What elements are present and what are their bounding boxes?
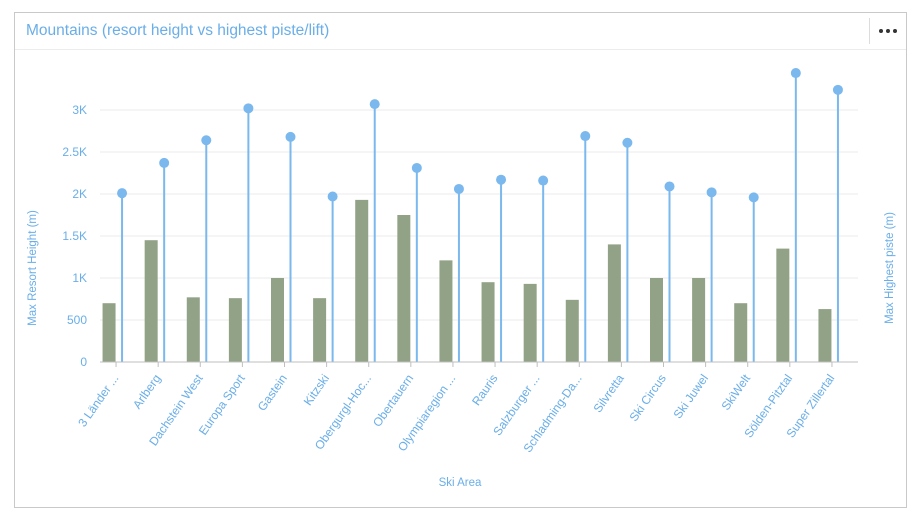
bar[interactable] (565, 299, 579, 362)
y-tick-label: 3K (72, 103, 87, 117)
bar[interactable] (776, 248, 790, 362)
bar[interactable] (650, 278, 663, 362)
x-tick-label: Arlberg (130, 372, 164, 412)
lollipop-point[interactable] (832, 84, 843, 95)
lollipop-series (117, 68, 843, 362)
lollipop-point[interactable] (369, 99, 380, 110)
y-tick-label: 500 (67, 313, 87, 327)
lollipop-point[interactable] (538, 175, 549, 186)
y-tick-label: 2K (72, 187, 87, 201)
x-tick-label: Gastein (255, 372, 290, 414)
lollipop-point[interactable] (243, 103, 254, 114)
x-tick-label: Rauris (469, 372, 500, 408)
chart-card: Mountains (resort height vs highest pist… (14, 12, 907, 508)
x-tick-label: Silvretta (591, 371, 628, 415)
lollipop-point[interactable] (748, 192, 759, 203)
y-tick-label: 1K (72, 271, 87, 285)
lollipop-point[interactable] (159, 157, 170, 168)
bar[interactable] (271, 278, 284, 362)
lollipop-point[interactable] (664, 181, 675, 192)
lollipop-point[interactable] (453, 183, 464, 194)
y-tick-label: 0 (80, 355, 87, 369)
x-tick-label: 3 Länder ... (75, 372, 121, 430)
x-tick-label: Ski Circus (627, 372, 669, 424)
card-header: Mountains (resort height vs highest pist… (15, 13, 906, 50)
lollipop-point[interactable] (496, 174, 507, 185)
bar[interactable] (355, 199, 369, 362)
bar[interactable] (818, 309, 832, 362)
x-tick-label: Ski Juwel (671, 372, 712, 422)
x-axis-ticks (115, 362, 833, 367)
header-divider (869, 18, 870, 44)
bar[interactable] (228, 298, 242, 362)
bar[interactable] (397, 215, 411, 362)
bar[interactable] (481, 282, 495, 362)
lollipop-point[interactable] (411, 162, 422, 173)
bar[interactable] (523, 283, 537, 362)
y-axis-ticks: 0 500 1K 1.5K 2K 2.5K 3K (62, 103, 87, 369)
y2-axis-label: Max Highest piste (m) (884, 212, 896, 324)
bar[interactable] (692, 278, 706, 362)
x-tick-label: SkiWelt (719, 371, 754, 413)
x-tick-label: Kitzski (301, 372, 332, 408)
lollipop-point[interactable] (285, 131, 296, 142)
x-axis-label: Ski Area (439, 477, 482, 489)
lollipop-point[interactable] (117, 188, 128, 199)
bar[interactable] (102, 303, 116, 362)
y-tick-label: 2.5K (62, 145, 87, 159)
x-tick-label: Obertauern (370, 372, 416, 430)
y-axis-label: Max Resort Height (m) (27, 210, 39, 326)
more-horizontal-icon[interactable] (874, 17, 902, 45)
lollipop-point[interactable] (622, 137, 633, 148)
bar[interactable] (734, 303, 748, 362)
gridlines (100, 109, 858, 321)
bar[interactable] (439, 260, 453, 362)
y-tick-label: 1.5K (62, 229, 87, 243)
bar[interactable] (313, 298, 327, 362)
lollipop-point[interactable] (580, 131, 591, 142)
lollipop-point[interactable] (327, 191, 338, 202)
chart-title: Mountains (resort height vs highest pist… (26, 22, 330, 39)
bar[interactable] (607, 244, 621, 362)
bar[interactable] (144, 240, 158, 362)
bar-series (102, 199, 832, 362)
bar[interactable] (186, 297, 200, 362)
lollipop-point[interactable] (201, 135, 212, 146)
lollipop-point[interactable] (790, 68, 801, 79)
lollipop-point[interactable] (706, 187, 717, 198)
